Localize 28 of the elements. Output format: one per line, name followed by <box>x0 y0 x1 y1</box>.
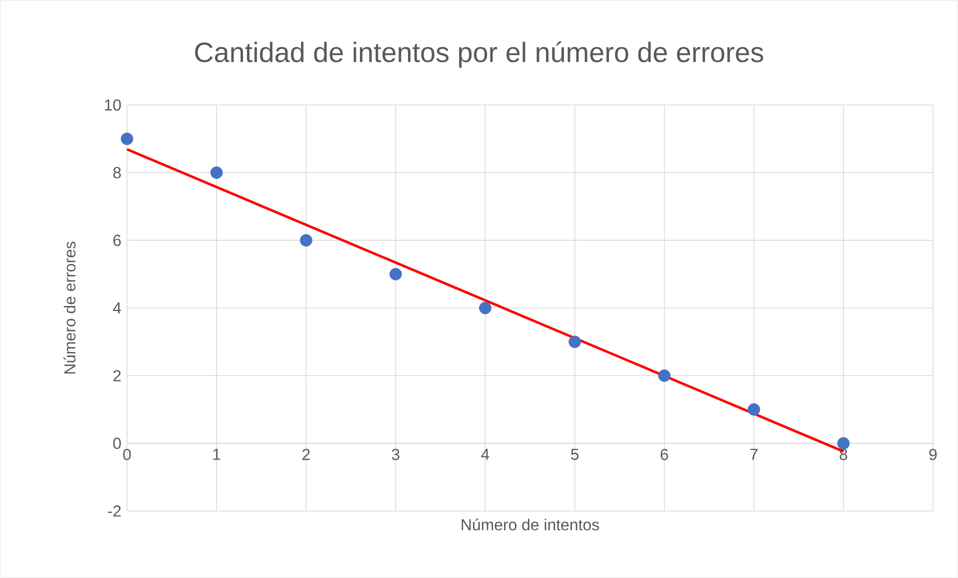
x-tick-label: 2 <box>302 448 310 460</box>
point <box>120 132 134 146</box>
x-tick-label: 9 <box>929 448 937 460</box>
x-tick-label: 4 <box>481 448 490 460</box>
y-tick-label: 6 <box>113 234 121 246</box>
y-tick-label: 4 <box>112 302 122 314</box>
x-axis-title: Número de intentos <box>462 518 599 530</box>
y-tick-label: -2 <box>108 505 121 517</box>
chart-title: Cantidad de intentos por el número de errores <box>195 41 764 68</box>
y-axis-title: Número de errores <box>64 242 76 374</box>
y-tick-label: 0 <box>113 438 121 449</box>
point <box>300 234 312 247</box>
point <box>658 369 671 382</box>
point <box>568 336 581 348</box>
point <box>837 437 850 450</box>
x-tick-label: 6 <box>660 448 668 460</box>
x-tick-label: 7 <box>750 448 758 460</box>
point <box>479 302 492 314</box>
point <box>748 403 760 416</box>
y-tick-label: 8 <box>113 167 121 178</box>
x-tick-label: 5 <box>570 448 579 460</box>
y-tick-label: 10 <box>104 99 121 111</box>
x-tick-label: 1 <box>213 448 220 460</box>
point <box>210 166 223 179</box>
x-tick-label: 0 <box>123 448 131 460</box>
point <box>389 268 402 280</box>
x-tick-label: 3 <box>392 448 400 460</box>
y-tick-label: 2 <box>113 370 121 382</box>
